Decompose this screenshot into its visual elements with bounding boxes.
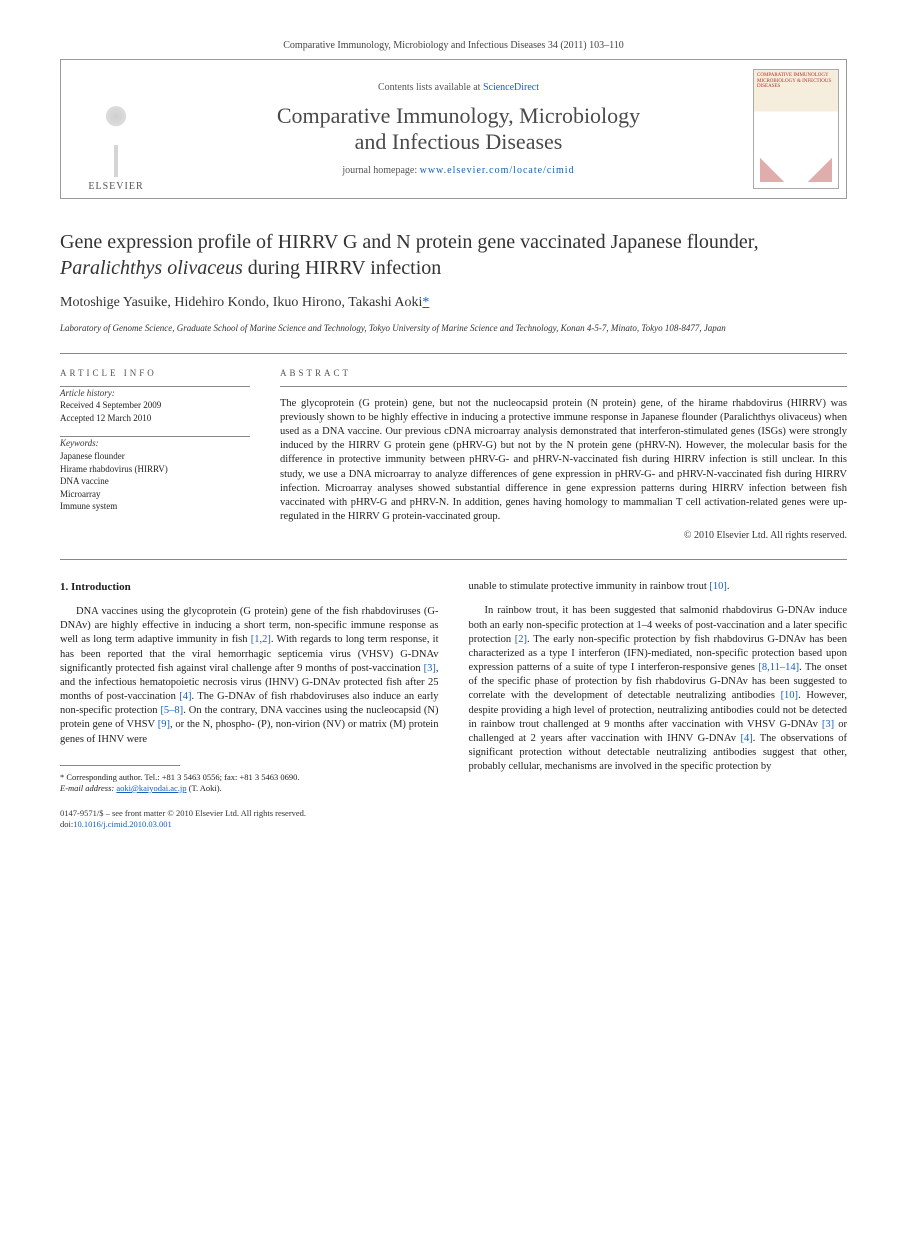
citation-link[interactable]: [4] — [179, 691, 191, 702]
article-info-column: ARTICLE INFO Article history: Received 4… — [60, 368, 250, 542]
journal-name: Comparative Immunology, Microbiology and… — [181, 103, 736, 156]
title-tail: during HIRRV infection — [243, 257, 442, 279]
keywords-block: Keywords: Japanese flounder Hirame rhabd… — [60, 437, 250, 513]
divider — [60, 559, 847, 560]
meta-abstract-row: ARTICLE INFO Article history: Received 4… — [60, 354, 847, 560]
keyword: DNA vaccine — [60, 475, 250, 488]
cover-block: COMPARATIVE IMMUNOLOGY MICROBIOLOGY & IN… — [746, 60, 846, 198]
publisher-name: ELSEVIER — [88, 181, 143, 192]
citation-link[interactable]: [10] — [709, 581, 727, 592]
article-history: Article history: Received 4 September 20… — [60, 387, 250, 425]
corresponding-mark[interactable]: * — [422, 295, 429, 310]
abstract-head: ABSTRACT — [280, 368, 847, 378]
contents-available: Contents lists available at ScienceDirec… — [181, 82, 736, 93]
keyword: Japanese flounder — [60, 450, 250, 463]
citation-link[interactable]: [2] — [515, 634, 527, 645]
banner-center: Contents lists available at ScienceDirec… — [171, 60, 746, 198]
contents-prefix: Contents lists available at — [378, 82, 483, 93]
running-head: Comparative Immunology, Microbiology and… — [60, 40, 847, 51]
keyword: Hirame rhabdovirus (HIRRV) — [60, 463, 250, 476]
homepage-prefix: journal homepage: — [342, 165, 419, 176]
abstract-column: ABSTRACT The glycoprotein (G protein) ge… — [280, 368, 847, 542]
journal-banner: ELSEVIER Contents lists available at Sci… — [60, 59, 847, 199]
text: . — [727, 581, 730, 592]
left-column: 1. Introduction DNA vaccines using the g… — [60, 580, 439, 830]
journal-name-l2: and Infectious Diseases — [355, 129, 563, 154]
title-species: Paralichthys olivaceus — [60, 257, 243, 279]
body-columns: 1. Introduction DNA vaccines using the g… — [60, 580, 847, 830]
article-title: Gene expression profile of HIRRV G and N… — [60, 229, 847, 281]
article-info-head: ARTICLE INFO — [60, 368, 250, 378]
email-label: E-mail address: — [60, 783, 116, 793]
footnote-rule — [60, 765, 180, 766]
corr-author-info: * Corresponding author. Tel.: +81 3 5463… — [60, 772, 439, 783]
author-list: Motoshige Yasuike, Hidehiro Kondo, Ikuo … — [60, 295, 847, 311]
homepage-link[interactable]: www.elsevier.com/locate/cimid — [420, 165, 575, 176]
citation-link[interactable]: [3] — [424, 663, 436, 674]
keyword: Immune system — [60, 500, 250, 513]
email-link[interactable]: aoki@kaiyodai.ac.jp — [116, 783, 186, 793]
abstract-text: The glycoprotein (G protein) gene, but n… — [280, 397, 847, 525]
citation-link[interactable]: [4] — [741, 733, 753, 744]
homepage-line: journal homepage: www.elsevier.com/locat… — [181, 165, 736, 176]
citation-link[interactable]: [1,2] — [251, 634, 271, 645]
affiliation: Laboratory of Genome Science, Graduate S… — [60, 323, 847, 335]
doi-label: doi: — [60, 819, 73, 829]
keywords-head: Keywords: — [60, 437, 250, 450]
doi-link[interactable]: 10.1016/j.cimid.2010.03.001 — [73, 819, 171, 829]
citation-link[interactable]: [3] — [822, 719, 834, 730]
journal-name-l1: Comparative Immunology, Microbiology — [277, 103, 640, 128]
email-tail: (T. Aoki). — [187, 783, 222, 793]
footer-block: 0147-9571/$ – see front matter © 2010 El… — [60, 808, 439, 830]
right-column: unable to stimulate protective immunity … — [469, 580, 848, 830]
citation-link[interactable]: [10] — [781, 690, 799, 701]
elsevier-tree-icon — [76, 97, 156, 177]
keyword: Microarray — [60, 488, 250, 501]
abstract-copyright: © 2010 Elsevier Ltd. All rights reserved… — [280, 530, 847, 541]
received-date: Received 4 September 2009 — [60, 399, 250, 412]
accepted-date: Accepted 12 March 2010 — [60, 412, 250, 425]
citation-link[interactable]: [8,11–14] — [758, 662, 799, 673]
journal-cover-thumbnail: COMPARATIVE IMMUNOLOGY MICROBIOLOGY & IN… — [753, 69, 839, 189]
section-heading-intro: 1. Introduction — [60, 580, 439, 595]
intro-para-2: In rainbow trout, it has been suggested … — [469, 604, 848, 774]
corresponding-footnote: * Corresponding author. Tel.: +81 3 5463… — [60, 772, 439, 794]
title-main: Gene expression profile of HIRRV G and N… — [60, 231, 759, 253]
citation-link[interactable]: [9] — [158, 719, 170, 730]
intro-para-1: DNA vaccines using the glycoprotein (G p… — [60, 605, 439, 747]
intro-para-1-cont: unable to stimulate protective immunity … — [469, 580, 848, 594]
history-head: Article history: — [60, 387, 250, 400]
sciencedirect-link[interactable]: ScienceDirect — [483, 82, 539, 93]
text: unable to stimulate protective immunity … — [469, 581, 710, 592]
issn-line: 0147-9571/$ – see front matter © 2010 El… — [60, 808, 439, 819]
citation-link[interactable]: [5–8] — [160, 705, 183, 716]
authors-names: Motoshige Yasuike, Hidehiro Kondo, Ikuo … — [60, 295, 422, 310]
publisher-block: ELSEVIER — [61, 60, 171, 198]
